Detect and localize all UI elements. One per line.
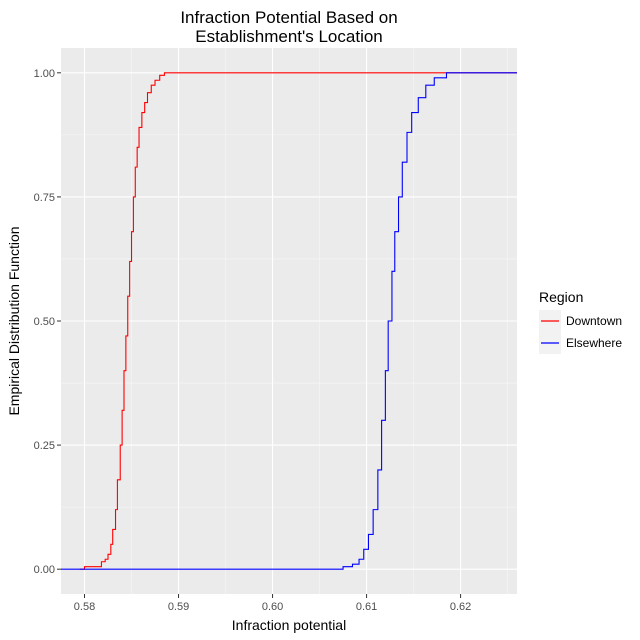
x-tick-label: 0.60 (262, 601, 283, 613)
legend-label-elsewhere: Elsewhere (566, 336, 622, 350)
chart-title-line-1: Infraction Potential Based on (180, 8, 397, 27)
legend-label-downtown: Downtown (566, 314, 622, 328)
series-line-elsewhere (61, 72, 517, 570)
x-tick-label: 0.59 (168, 601, 189, 613)
axes: 0.58 0.59 0.60 0.61 0.62 0.00 0.25 0.50 0.75 1.00 (34, 68, 472, 613)
series-line-downtown (79, 72, 517, 570)
y-tick-label: 0.75 (34, 192, 55, 204)
y-tick-label: 1.00 (34, 68, 55, 80)
y-axis-title: Empirical Distribution Function (6, 226, 22, 415)
y-tick-label: 0.25 (34, 440, 55, 452)
x-tick-label: 0.58 (74, 601, 95, 613)
y-tick-label: 0.00 (34, 564, 55, 576)
legend: Region Downtown Elsewhere (539, 289, 622, 354)
chart-title-line-2: Establishment's Location (195, 27, 383, 46)
series-lines (61, 72, 517, 570)
legend-title: Region (539, 289, 583, 305)
y-tick-label: 0.50 (34, 316, 55, 328)
x-axis-title: Infraction potential (232, 617, 346, 633)
x-tick-label: 0.62 (450, 601, 471, 613)
x-tick-label: 0.61 (356, 601, 377, 613)
